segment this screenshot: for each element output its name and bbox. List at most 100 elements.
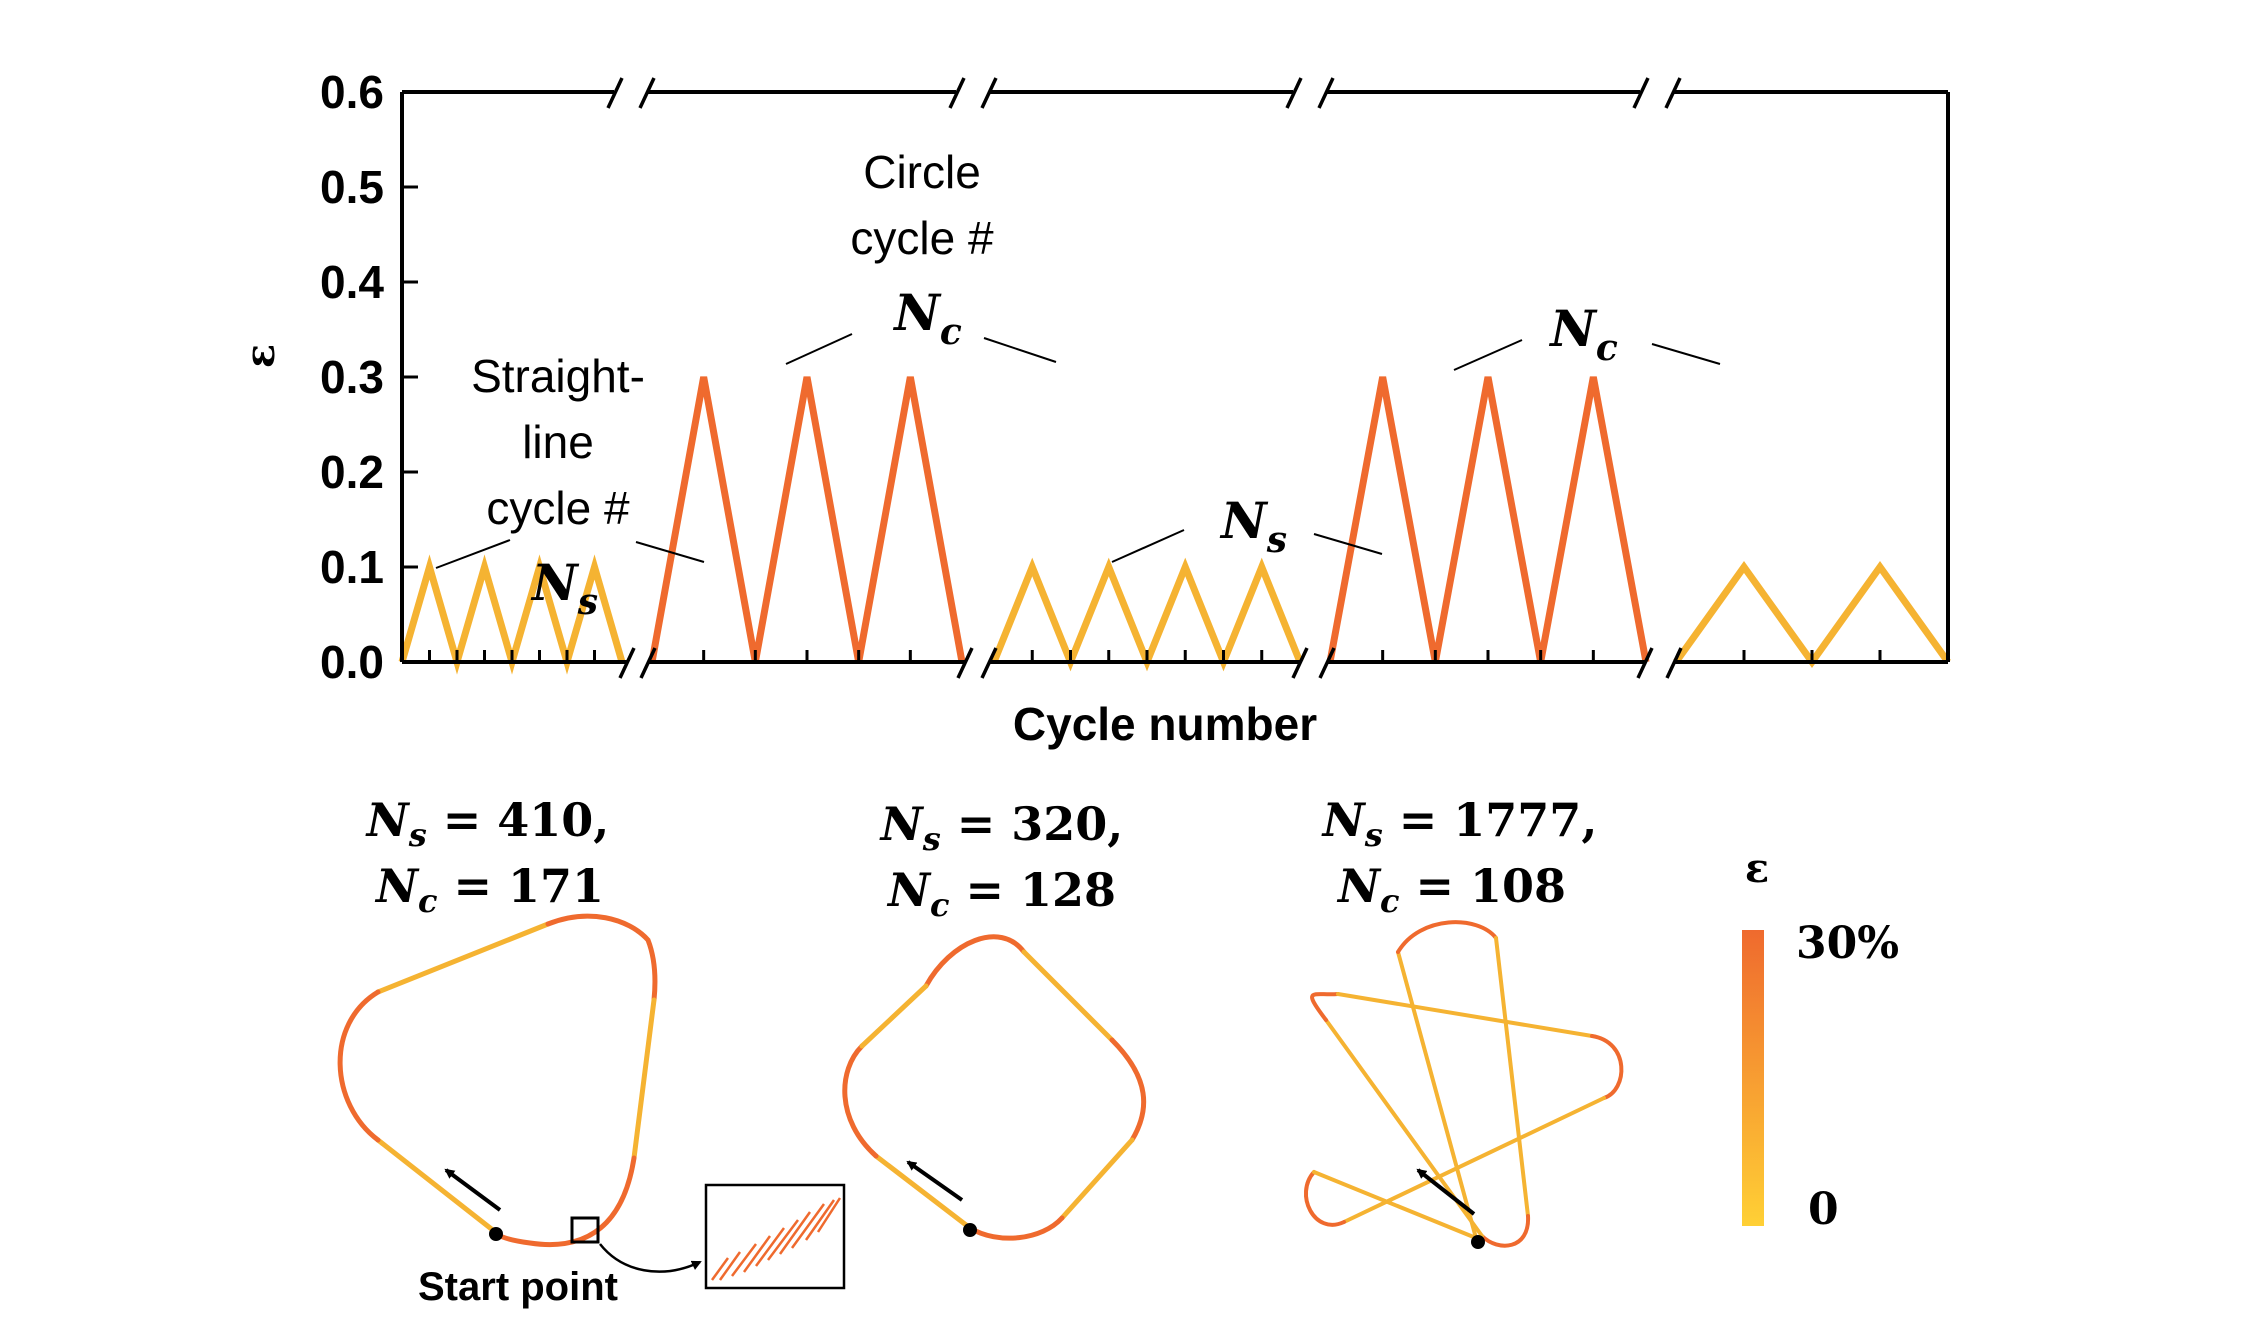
shape-1-corner-3 — [337, 989, 381, 1143]
axis-break-top-4 — [1632, 77, 1682, 109]
annotation-circle-1: Circle — [863, 146, 981, 198]
shape-2-nc: Nc = 128 — [886, 863, 1116, 924]
shape-1-corner-1 — [545, 913, 658, 1003]
shape-1-direction-arrow — [444, 1168, 502, 1212]
ns-label-2: Ns — [1219, 491, 1287, 561]
shape-3-tip-right — [1590, 1034, 1624, 1100]
y-ticks: 0.0 0.1 0.2 0.3 0.4 0.5 0.6 — [320, 66, 418, 688]
annotation-symbols: Ns Nc Ns Nc — [530, 283, 1618, 623]
shape-1-start-dot — [489, 1227, 503, 1241]
shape-1-label: Ns = 410, Nc = 171 — [365, 793, 610, 920]
annotation-circle: Circle cycle # — [850, 146, 994, 264]
leader-nc-2b — [1651, 343, 1721, 365]
shape-1-straight-1 — [375, 921, 551, 995]
axis-break-bottom-3 — [1291, 647, 1336, 679]
annotation-circle-2: cycle # — [850, 212, 994, 264]
axis-break-bottom-2 — [956, 647, 998, 679]
shape-3-tip-bottom-right — [1480, 1214, 1531, 1248]
annotation-straight-line-2: line — [522, 416, 594, 468]
zoom-callout-arrow — [599, 1243, 702, 1273]
axis-break-top-1 — [606, 77, 656, 109]
shape-2-corner-left — [842, 1043, 879, 1159]
path-shapes: Ns = 410, Nc = 171 Ns = 320, Nc = 128 Ns… — [337, 793, 1624, 1309]
shape-2-straight-3 — [873, 1153, 973, 1231]
shape-2-straight-1 — [1021, 949, 1115, 1043]
y-tick-label: 0.2 — [320, 446, 384, 498]
shape-3-start-dot — [1471, 1235, 1485, 1249]
shape-3-tip-bottom-left — [1303, 1170, 1346, 1227]
shape-2-start-dot — [963, 1223, 977, 1237]
annotation-leaders — [435, 333, 1721, 569]
annotation-straight-line-3: cycle # — [486, 482, 630, 534]
y-axis-label: ε — [237, 344, 284, 368]
shape-3-line-e — [1342, 1096, 1606, 1224]
shape-3-label: Ns = 1777, Nc = 108 — [1321, 793, 1598, 920]
shape-3-direction-arrow — [1416, 1168, 1476, 1216]
shape-3-tip-top — [1396, 920, 1498, 954]
zoom-inset-hatching — [710, 1197, 842, 1281]
shape-3-line-d — [1336, 992, 1594, 1038]
annotation-straight-line: Straight- line cycle # — [471, 350, 645, 534]
shape-3-tip-left — [1310, 992, 1340, 1022]
shape-2-direction-arrow — [906, 1160, 964, 1202]
axis-break-top-2 — [948, 77, 998, 109]
axis-break-top-3 — [1285, 77, 1335, 109]
leader-nc-1b — [983, 337, 1057, 363]
colorbar-max-label: 30% — [1796, 918, 1899, 969]
shape-2-label: Ns = 320, Nc = 128 — [879, 797, 1124, 924]
leader-nc-1a — [785, 333, 853, 365]
zoom-inset-frame — [704, 1183, 846, 1290]
zoom-box — [570, 1216, 600, 1244]
shape-2-corner-top — [923, 934, 1027, 989]
axis-breaks — [606, 77, 1683, 679]
y-tick-label: 0.1 — [320, 541, 384, 593]
leader-ns-1b — [635, 541, 705, 563]
y-tick-label: 0.4 — [320, 256, 384, 308]
colorbar-min-label: 0 — [1808, 1184, 1839, 1235]
axis-break-bottom-4 — [1636, 647, 1683, 679]
series-line-straight-3 — [990, 557, 1304, 672]
y-tick-label: 0.5 — [320, 161, 384, 213]
strain-chart: 0.0 0.1 0.2 0.3 0.4 0.5 0.6 ε Cycle number Str… — [237, 66, 1951, 750]
shape-2-straight-4 — [859, 983, 929, 1049]
shape-3-line-b — [1494, 936, 1530, 1218]
leader-ns-2a — [1111, 529, 1185, 563]
x-axis-label: Cycle number — [1013, 698, 1317, 750]
shape-3-line-a — [1396, 950, 1478, 1240]
shape-1-nc: Nc = 171 — [374, 859, 604, 920]
annotation-straight-line-1: Straight- — [471, 350, 645, 402]
plot-lines — [398, 376, 1951, 675]
series-line-circle-4 — [1326, 376, 1650, 663]
nc-label-2: Nc — [1548, 299, 1618, 369]
shape-2-straight-2 — [1059, 1137, 1135, 1221]
shape-1-path — [337, 913, 658, 1247]
series-line-circle-2 — [648, 376, 966, 663]
y-tick-label: 0.0 — [320, 636, 384, 688]
shape-2-path — [842, 934, 1147, 1241]
shape-1-straight-3 — [375, 1137, 497, 1234]
axis-break-bottom-1 — [618, 647, 657, 679]
shape-3-path — [1303, 920, 1624, 1248]
shape-1-corner-2 — [491, 1155, 637, 1247]
shape-3-line-f — [1312, 1170, 1478, 1240]
series-line-straight-5 — [1673, 560, 1951, 669]
leader-ns-1a — [435, 539, 511, 569]
shape-2-corner-bottom — [967, 1215, 1065, 1241]
shape-3-nc: Nc = 108 — [1336, 859, 1566, 920]
leader-nc-2a — [1453, 339, 1523, 371]
shape-1-ns: Ns = 410, — [365, 793, 610, 854]
zoom-inset — [704, 1183, 846, 1290]
colorbar-title: ε — [1745, 845, 1769, 892]
colorbar: ε 30% 0 — [1742, 845, 1899, 1235]
colorbar-gradient — [1742, 930, 1764, 1226]
shape-2-corner-right — [1109, 1037, 1147, 1143]
y-tick-label: 0.6 — [320, 66, 384, 118]
ns-label-1: Ns — [530, 553, 598, 623]
leader-ns-2b — [1313, 533, 1383, 555]
shape-3-ns: Ns = 1777, — [1321, 793, 1598, 854]
y-tick-label: 0.3 — [320, 351, 384, 403]
shape-2-ns: Ns = 320, — [879, 797, 1124, 858]
start-point-label: Start point — [418, 1265, 618, 1309]
nc-label-1: Nc — [892, 283, 962, 353]
